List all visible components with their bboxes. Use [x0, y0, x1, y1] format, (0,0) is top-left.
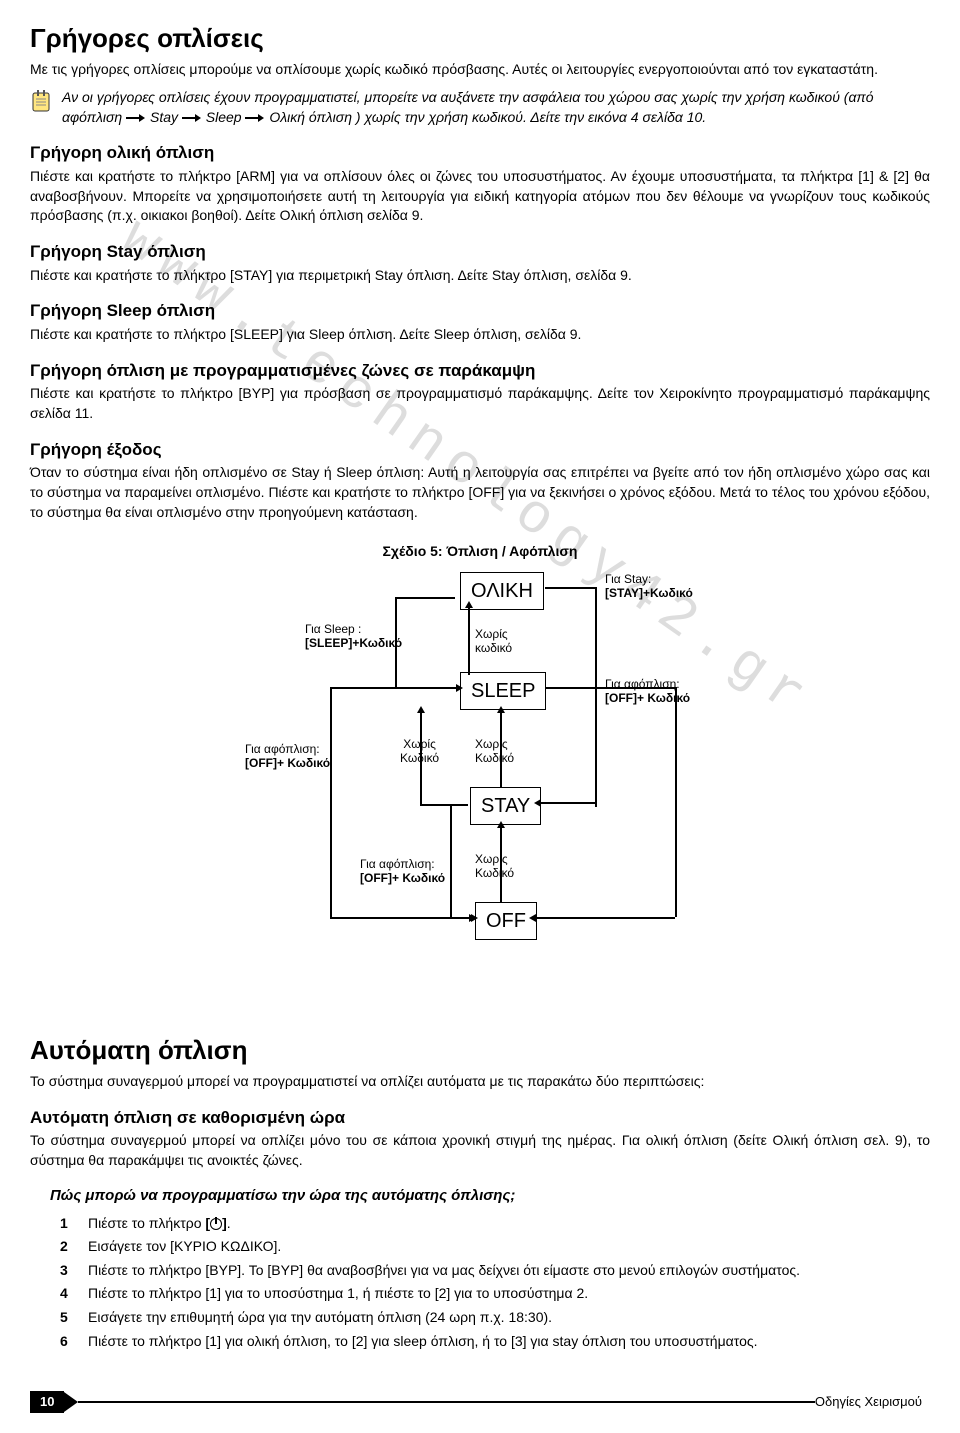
step-num: 6: [60, 1332, 76, 1352]
label-no-code: Χωρίςκωδικό: [475, 627, 512, 656]
section-body: Πιέστε και κρατήστε το πλήκτρο [SLEEP] γ…: [30, 325, 930, 345]
section-body: Πιέστε και κρατήστε το πλήκτρο [BYP] για…: [30, 384, 930, 423]
label-disarm: Για αφόπλιση: [OFF]+ Κωδικό: [605, 677, 690, 706]
note-icon: [30, 88, 54, 112]
footer: 10 Οδηγίες Χειρισμού: [30, 1391, 930, 1413]
state-off: OFF: [475, 902, 537, 940]
label-for-sleep: Για Sleep : [SLEEP]+Κωδικό: [305, 622, 402, 651]
page-title: Αυτόματη όπλιση: [30, 1032, 930, 1068]
intro-text: Με τις γρήγορες οπλίσεις μπορούμε να οπλ…: [30, 60, 930, 80]
label-disarm: Για αφόπλιση: [OFF]+ Κωδικό: [245, 742, 330, 771]
note-block: Αν οι γρήγορες οπλίσεις έχουν προγραμματ…: [30, 88, 930, 127]
footer-text: Οδηγίες Χειρισμού: [815, 1393, 930, 1411]
footer-page-number: 10: [30, 1391, 64, 1413]
step-num: 2: [60, 1237, 76, 1257]
step-text: Πιέστε το πλήκτρο [BYP]. Το [BYP] θα ανα…: [88, 1261, 800, 1281]
section-heading: Γρήγορη όπλιση με προγραμματισμένες ζώνε…: [30, 359, 930, 383]
page-title: Γρήγορες οπλίσεις: [30, 20, 930, 56]
section-heading: Γρήγορη Stay όπλιση: [30, 240, 930, 264]
step-text: Εισάγετε την επιθυμητή ώρα για την αυτόμ…: [88, 1308, 552, 1328]
section-heading: Γρήγορη ολική όπλιση: [30, 141, 930, 165]
label-for-stay: Για Stay: [STAY]+Κωδικό: [605, 572, 693, 601]
label-no-code: ΧωρίςΚωδικό: [475, 852, 514, 881]
section-heading: Γρήγορη Sleep όπλιση: [30, 299, 930, 323]
step-num: 1: [60, 1214, 76, 1234]
section-heading: Γρήγορη έξοδος: [30, 438, 930, 462]
steps-heading: Πώς μπορώ να προγραμματίσω την ώρα της α…: [50, 1185, 930, 1206]
label-no-code: ΧωρίςΚωδικό: [475, 737, 514, 766]
step-text: Πιέστε το πλήκτρο [1] για ολική όπλιση, …: [88, 1332, 758, 1352]
steps-list: 1 Πιέστε το πλήκτρο []. 2 Εισάγετε τον [ΚΥ…: [60, 1214, 930, 1352]
section-heading: Αυτόματη όπλιση σε καθορισμένη ώρα: [30, 1106, 930, 1130]
intro-text: Το σύστημα συναγερμού μπορεί να προγραμμ…: [30, 1072, 930, 1092]
note-text: Αν οι γρήγορες οπλίσεις έχουν προγραμματ…: [62, 88, 930, 127]
label-disarm: Για αφόπλιση: [OFF]+ Κωδικό: [360, 857, 445, 886]
section-body: Το σύστημα συναγερμού μπορεί να οπλίζει …: [30, 1131, 930, 1170]
step-num: 3: [60, 1261, 76, 1281]
state-stay: STAY: [470, 787, 541, 825]
step-text: Πιέστε το πλήκτρο [].: [88, 1214, 231, 1234]
step-text: Πιέστε το πλήκτρο [1] για το υποσύστημα …: [88, 1284, 588, 1304]
section-body: Πιέστε και κρατήστε το πλήκτρο [STAY] γι…: [30, 266, 930, 286]
section-body: Όταν το σύστημα είναι ήδη οπλισμένο σε S…: [30, 463, 930, 522]
state-sleep: SLEEP: [460, 672, 546, 710]
diagram-title: Σχέδιο 5: Όπλιση / Αφόπλιση: [30, 542, 930, 562]
section-body: Πιέστε και κρατήστε το πλήκτρο [ARM] για…: [30, 167, 930, 226]
step-text: Εισάγετε τον [ΚΥΡΙΟ ΚΩΔΙΚΟ].: [88, 1237, 281, 1257]
state-diagram: ΟΛΙΚΗ SLEEP STAY OFF Για Sleep : [SLEEP]…: [200, 572, 760, 1012]
step-num: 4: [60, 1284, 76, 1304]
step-num: 5: [60, 1308, 76, 1328]
